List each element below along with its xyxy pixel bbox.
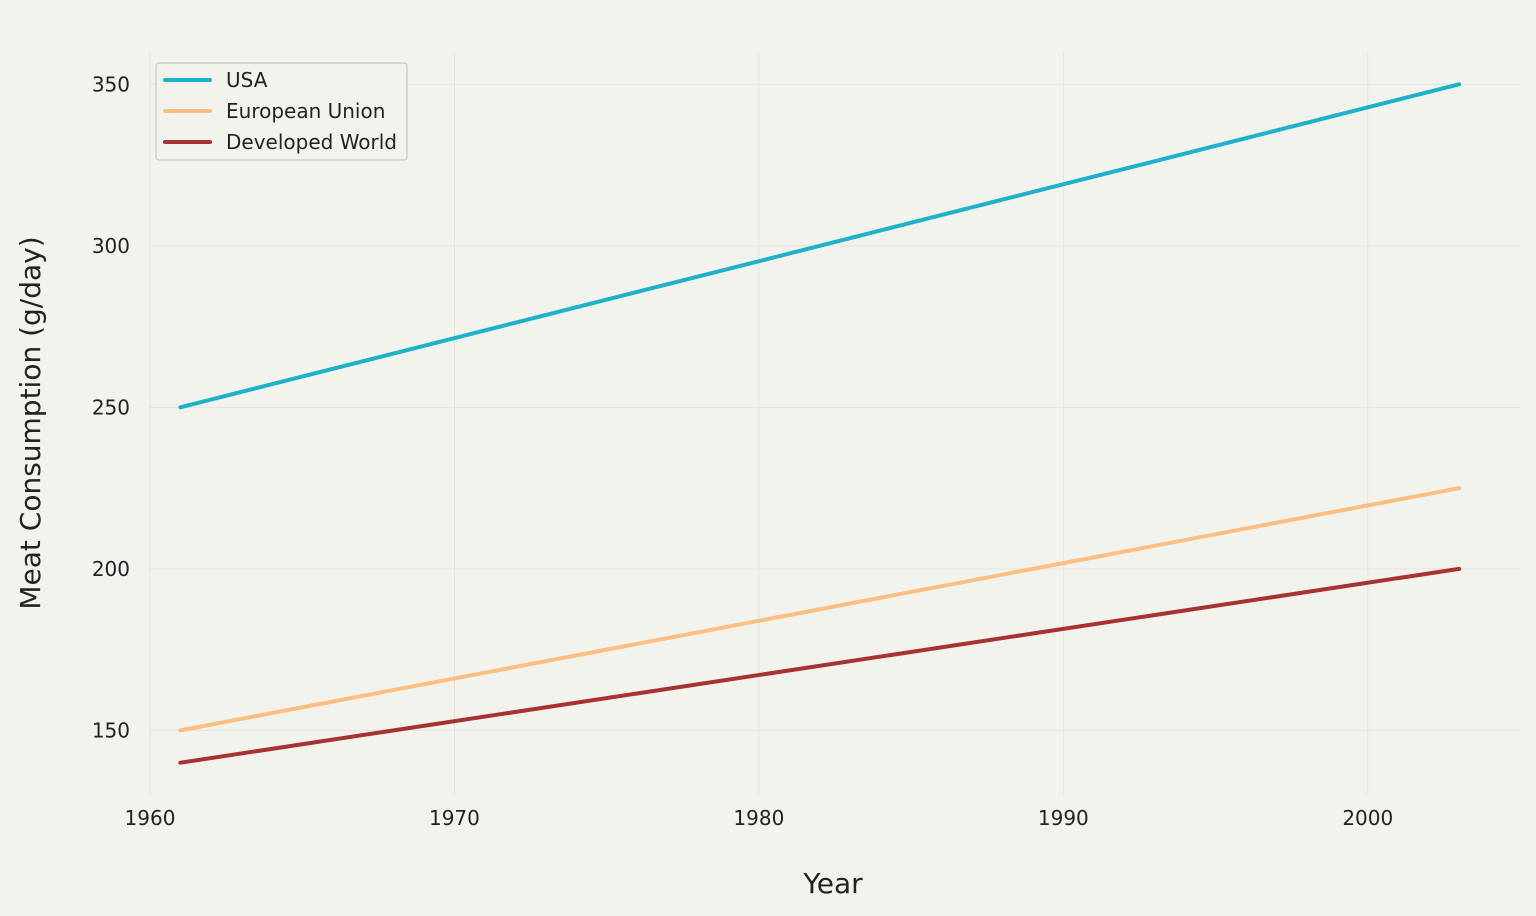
x-tick-label: 2000 [1342, 806, 1393, 830]
y-axis-label: Meat Consumption (g/day) [14, 236, 47, 609]
legend-label-european-union: European Union [226, 99, 385, 123]
legend-label-developed-world: Developed World [226, 130, 397, 154]
x-axis-label: Year [802, 867, 863, 900]
legend-box [155, 62, 408, 161]
grid [149, 52, 1520, 795]
x-tick-label: 1990 [1038, 806, 1089, 830]
y-tick-labels: 150 200 250 300 350 [92, 72, 130, 742]
x-tick-labels: 1960 1970 1980 1990 2000 [125, 806, 1394, 830]
legend-label-usa: USA [226, 68, 268, 92]
x-tick-label: 1960 [125, 806, 176, 830]
legend: USA European Union Developed World [155, 62, 408, 161]
y-tick-label: 300 [92, 234, 130, 258]
series-layer [178, 82, 1462, 765]
series-line-developed-world [178, 566, 1462, 765]
y-tick-label: 350 [92, 72, 130, 96]
series-line-usa [178, 82, 1462, 410]
y-tick-label: 200 [92, 557, 130, 581]
x-tick-label: 1970 [429, 806, 480, 830]
series-line-european-union [178, 486, 1462, 733]
y-tick-label: 150 [92, 718, 130, 742]
x-tick-label: 1980 [733, 806, 784, 830]
y-tick-label: 250 [92, 395, 130, 419]
